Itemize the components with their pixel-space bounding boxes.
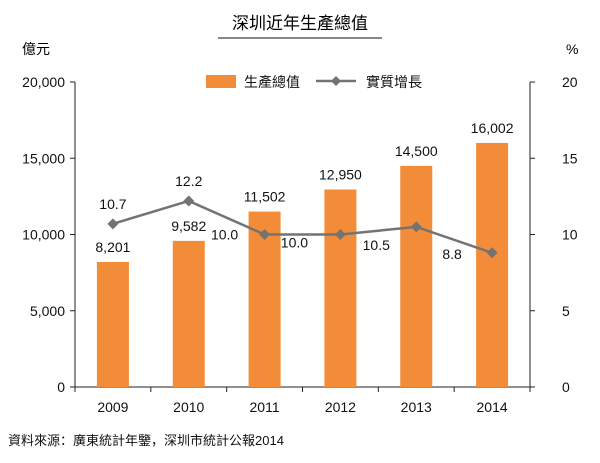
x-tick-label: 2013 — [401, 399, 432, 415]
bar-value-label: 9,582 — [171, 218, 206, 234]
x-tick-label: 2011 — [250, 399, 280, 415]
right-tick-label: 0 — [562, 379, 570, 395]
right-tick-label: 5 — [562, 303, 570, 319]
line-marker — [486, 247, 498, 259]
bar-value-label: 8,201 — [95, 239, 130, 255]
legend-label-bar: 生產總值 — [244, 74, 300, 90]
bar — [324, 189, 357, 387]
source-note: 資料來源：廣東統計年鑒，深圳市統計公報2014 — [8, 433, 284, 448]
line-value-label: 10.5 — [363, 237, 390, 253]
data-labels: 8,201 9,582 11,502 12,950 14,500 16,002 10.7 12… — [95, 120, 513, 262]
line-value-label: 10.0 — [281, 235, 308, 251]
chart-title: 深圳近年生產總值 — [232, 14, 368, 33]
growth-line — [112, 199, 493, 254]
legend-swatch-bar — [206, 75, 236, 88]
line-marker — [183, 195, 195, 207]
bar-value-label: 14,500 — [395, 143, 438, 159]
legend-label-line: 實質增長 — [366, 74, 422, 90]
x-tick-label: 2012 — [325, 399, 356, 415]
left-tick-label: 5,000 — [30, 303, 65, 319]
right-axis-unit: % — [566, 41, 578, 57]
bar-value-label: 11,502 — [244, 189, 286, 205]
right-tick-label: 20 — [562, 74, 578, 90]
bar-value-label: 12,950 — [319, 167, 362, 183]
line-series — [107, 195, 498, 259]
x-tick-label: 2014 — [477, 399, 508, 415]
right-tick-label: 15 — [562, 150, 578, 166]
x-tick-label: 2009 — [97, 399, 128, 415]
x-axis: 2009 2010 2011 2012 2013 2014 — [74, 386, 531, 415]
left-tick-label: 15,000 — [22, 150, 65, 166]
right-axis: 0 5 10 15 20 — [529, 74, 578, 395]
line-value-label: 10.0 — [211, 227, 238, 243]
bar-value-label: 16,002 — [471, 120, 514, 136]
legend-marker-line — [331, 76, 341, 86]
bar — [400, 165, 433, 387]
bar — [172, 240, 205, 387]
legend: 生產總值 實質增長 — [206, 74, 422, 90]
line-marker — [410, 221, 422, 233]
x-tick-label: 2010 — [173, 399, 204, 415]
line-marker — [107, 218, 119, 230]
bar — [248, 211, 281, 387]
left-axis: 0 5,000 10,000 15,000 20,000 — [22, 74, 76, 395]
left-tick-label: 10,000 — [22, 227, 65, 243]
line-value-label: 8.8 — [442, 246, 462, 262]
bar-series — [96, 142, 509, 387]
bar — [476, 142, 509, 387]
left-tick-label: 0 — [57, 379, 65, 395]
line-marker — [334, 229, 346, 240]
line-marker — [259, 229, 271, 240]
left-axis-unit: 億元 — [22, 41, 50, 57]
bar — [96, 261, 129, 387]
left-tick-label: 20,000 — [22, 74, 65, 90]
right-tick-label: 10 — [562, 227, 578, 243]
line-value-label: 12.2 — [175, 173, 202, 189]
line-value-label: 10.7 — [99, 196, 126, 212]
